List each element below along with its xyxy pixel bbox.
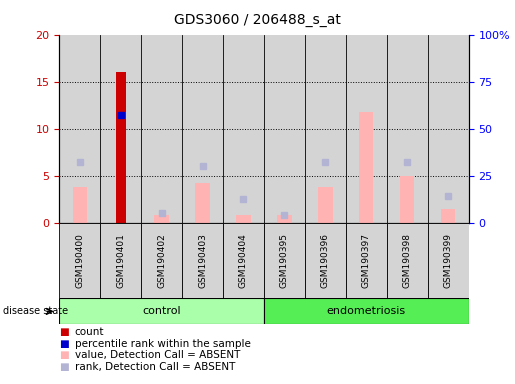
Bar [100,223,141,298]
Text: GSM190403: GSM190403 [198,233,207,288]
Bar [359,112,373,223]
Bar [346,223,387,298]
Bar [182,35,223,223]
Bar [264,223,305,298]
Bar [428,35,469,223]
Bar [441,209,455,223]
Text: ■: ■ [59,350,69,360]
Bar [277,215,291,223]
Bar [141,35,182,223]
Text: ■: ■ [59,339,69,349]
Bar [182,223,223,298]
Bar [305,223,346,298]
Bar [346,35,387,223]
Bar [73,187,87,223]
Text: ■: ■ [59,362,69,372]
Bar [59,298,264,324]
Text: value, Detection Call = ABSENT: value, Detection Call = ABSENT [75,350,240,360]
Text: endometriosis: endometriosis [327,306,406,316]
Text: GSM190396: GSM190396 [321,233,330,288]
Bar [59,223,100,298]
Bar [318,187,333,223]
Bar [305,35,346,223]
Bar [154,215,169,223]
Bar [141,223,182,298]
Text: GSM190397: GSM190397 [362,233,371,288]
Text: GDS3060 / 206488_s_at: GDS3060 / 206488_s_at [174,13,341,27]
Text: rank, Detection Call = ABSENT: rank, Detection Call = ABSENT [75,362,235,372]
Text: count: count [75,327,104,337]
Bar [264,298,469,324]
Text: disease state: disease state [3,306,67,316]
Text: percentile rank within the sample: percentile rank within the sample [75,339,251,349]
Text: GSM190404: GSM190404 [239,233,248,288]
Text: GSM190399: GSM190399 [444,233,453,288]
Bar [223,35,264,223]
Text: GSM190395: GSM190395 [280,233,289,288]
Text: GSM190398: GSM190398 [403,233,411,288]
Text: GSM190402: GSM190402 [157,233,166,288]
Bar [59,35,100,223]
Text: GSM190401: GSM190401 [116,233,125,288]
Bar [115,72,126,223]
Text: GSM190400: GSM190400 [75,233,84,288]
Bar [387,35,428,223]
Bar [223,223,264,298]
Bar [264,35,305,223]
Bar [400,176,415,223]
Bar [195,183,210,223]
Bar [427,223,469,298]
Bar [100,35,141,223]
Bar [236,215,251,223]
Bar [387,223,427,298]
Text: control: control [142,306,181,316]
Text: ■: ■ [59,327,69,337]
